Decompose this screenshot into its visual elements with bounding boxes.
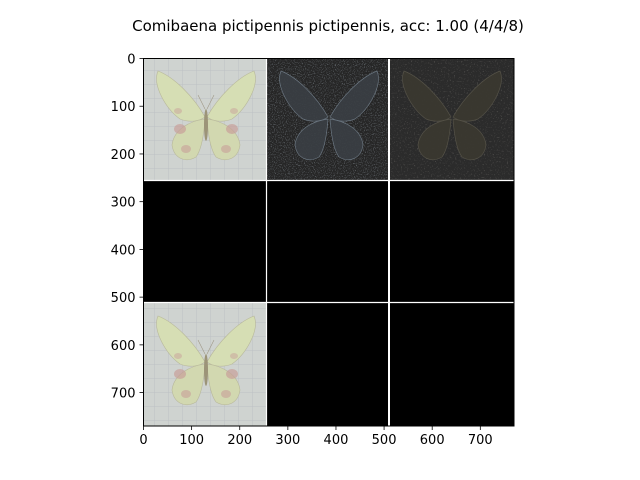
tile-1-2 [390, 181, 514, 302]
x-tick-label: 300 [275, 433, 300, 448]
tile-0-0 [144, 59, 266, 180]
x-axis: 0 100 200 300 400 500 600 700 [139, 426, 493, 448]
axes-frame [143, 58, 515, 427]
y-tick-label: 0 [127, 53, 135, 68]
tile-2-2 [390, 303, 514, 426]
y-tick-label: 500 [111, 291, 136, 306]
x-tick-label: 400 [324, 433, 349, 448]
x-tick-label: 200 [227, 433, 252, 448]
x-tick-label: 100 [179, 433, 204, 448]
x-tick-label: 500 [372, 433, 397, 448]
tile-2-1 [267, 303, 388, 426]
x-tick-label: 0 [139, 433, 147, 448]
x-tick-label: 600 [420, 433, 445, 448]
image-tiles [143, 58, 514, 426]
figure-title: Comibaena pictipennis pictipennis, acc: … [132, 17, 524, 35]
tile-1-1 [267, 181, 388, 302]
tile-0-1 [267, 59, 388, 180]
tile-0-2 [390, 59, 514, 180]
x-tick-label: 700 [468, 433, 493, 448]
tile-2-0 [144, 303, 266, 426]
y-tick-label: 200 [111, 148, 136, 163]
y-axis: 0 100 200 300 400 500 600 700 [111, 53, 144, 402]
y-tick-label: 700 [111, 387, 136, 402]
tile-1-0 [144, 181, 266, 302]
y-tick-label: 100 [111, 100, 136, 115]
y-tick-label: 400 [111, 243, 136, 258]
y-tick-label: 600 [111, 339, 136, 354]
y-tick-label: 300 [111, 196, 136, 211]
